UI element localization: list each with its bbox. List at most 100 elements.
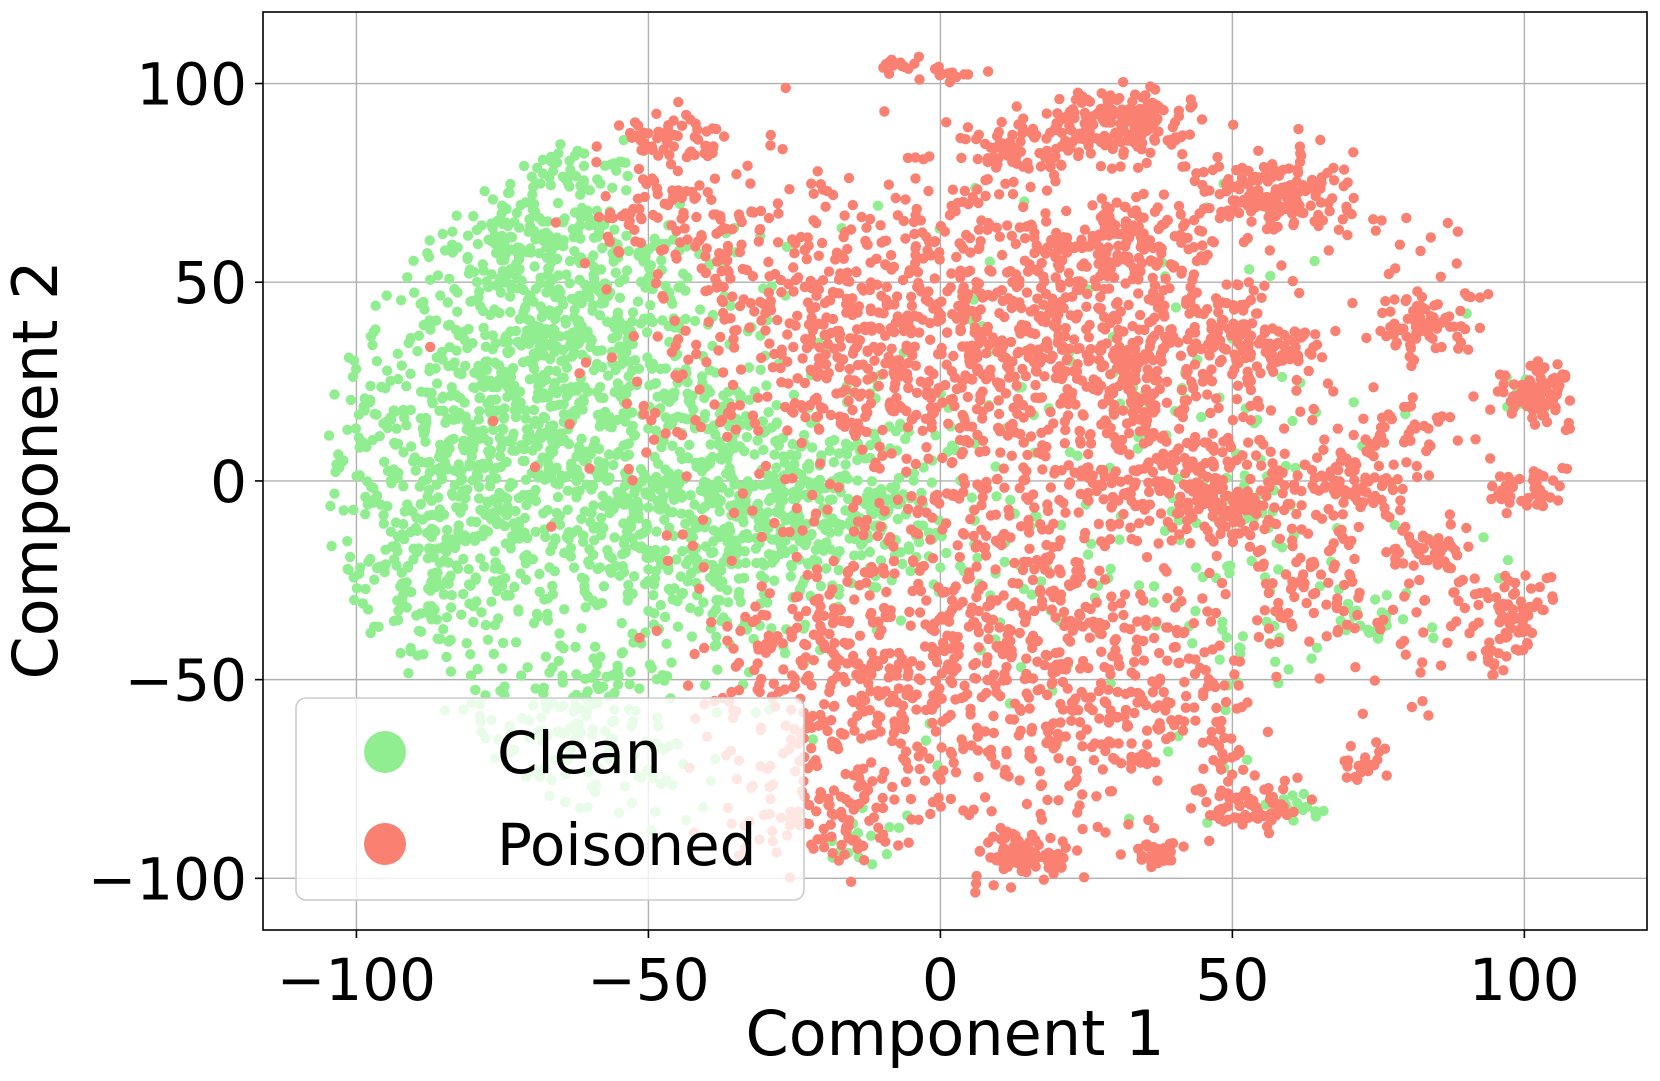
- scatter-point: [908, 556, 919, 568]
- scatter-point: [1132, 616, 1143, 627]
- scatter-point: [772, 314, 783, 326]
- scatter-point: [786, 561, 797, 572]
- scatter-point: [1081, 261, 1093, 272]
- scatter-point: [828, 457, 839, 468]
- scatter-point: [633, 247, 645, 258]
- scatter-point: [472, 663, 483, 675]
- scatter-point: [1134, 309, 1146, 321]
- scatter-point: [485, 449, 496, 460]
- scatter-point: [756, 581, 767, 592]
- scatter-point: [524, 220, 536, 231]
- scatter-point: [914, 565, 925, 576]
- scatter-point: [1101, 201, 1112, 212]
- scatter-point: [623, 579, 634, 591]
- scatter-point: [1131, 535, 1143, 547]
- scatter-point: [1322, 167, 1333, 178]
- scatter-point: [1145, 147, 1156, 158]
- scatter-point: [734, 400, 745, 411]
- scatter-point: [564, 278, 575, 289]
- scatter-point: [498, 413, 509, 424]
- scatter-point: [593, 227, 605, 238]
- scatter-point: [423, 583, 434, 594]
- scatter-point: [1264, 245, 1276, 256]
- scatter-point: [1288, 217, 1300, 228]
- scatter-point: [1129, 480, 1140, 492]
- scatter-point: [1204, 567, 1215, 579]
- scatter-point: [712, 498, 724, 509]
- scatter-point: [935, 562, 946, 573]
- scatter-point: [1073, 507, 1084, 518]
- scatter-point: [730, 424, 742, 435]
- scatter-point: [610, 499, 621, 511]
- scatter-point: [895, 615, 907, 626]
- scatter-point: [396, 567, 407, 578]
- scatter-point: [929, 699, 941, 710]
- scatter-point: [566, 386, 577, 397]
- scatter-point: [971, 312, 982, 323]
- scatter-point: [973, 642, 984, 653]
- scatter-point: [1095, 464, 1107, 476]
- scatter-point: [791, 551, 802, 563]
- scatter-point: [1278, 423, 1290, 434]
- scatter-point: [976, 692, 987, 703]
- scatter-point: [482, 634, 494, 645]
- scatter-point: [530, 495, 542, 507]
- scatter-point: [497, 637, 509, 649]
- scatter-point: [913, 673, 924, 684]
- scatter-point: [1041, 108, 1052, 119]
- scatter-point: [1478, 532, 1489, 543]
- scatter-point: [598, 458, 610, 469]
- scatter-point: [1291, 374, 1302, 386]
- scatter-point: [699, 409, 711, 420]
- scatter-point: [820, 201, 831, 212]
- scatter-point: [925, 334, 936, 345]
- scatter-point: [657, 669, 668, 681]
- scatter-point: [1025, 181, 1036, 193]
- scatter-point: [325, 500, 336, 512]
- scatter-point: [499, 403, 510, 414]
- scatter-point: [614, 343, 625, 355]
- scatter-point: [887, 781, 898, 793]
- scatter-point: [1117, 76, 1129, 88]
- scatter-point: [1054, 494, 1065, 506]
- scatter-point: [1079, 533, 1090, 544]
- scatter-point: [813, 353, 824, 364]
- scatter-point: [672, 621, 684, 632]
- scatter-point: [841, 445, 852, 456]
- scatter-point: [1138, 595, 1149, 606]
- scatter-point: [1381, 590, 1393, 601]
- scatter-point: [501, 456, 512, 468]
- scatter-point: [1237, 631, 1249, 642]
- scatter-point: [1158, 189, 1170, 200]
- scatter-point: [1102, 111, 1113, 122]
- scatter-point: [478, 377, 490, 388]
- scatter-point: [962, 122, 974, 133]
- scatter-point: [407, 456, 419, 467]
- scatter-point: [1021, 345, 1032, 356]
- scatter-point: [1087, 200, 1098, 211]
- scatter-point: [1001, 674, 1012, 686]
- scatter-point: [1100, 827, 1111, 838]
- scatter-point: [687, 540, 699, 551]
- scatter-point: [367, 434, 378, 446]
- scatter-point: [1265, 446, 1276, 457]
- scatter-point: [905, 620, 916, 631]
- scatter-point: [605, 567, 617, 578]
- scatter-point: [763, 407, 774, 418]
- scatter-point: [563, 527, 574, 538]
- scatter-point: [1113, 443, 1124, 455]
- scatter-point: [875, 521, 886, 532]
- scatter-point: [687, 531, 699, 543]
- scatter-point: [886, 448, 897, 459]
- scatter-point: [950, 581, 961, 592]
- scatter-point: [571, 475, 582, 487]
- scatter-point: [998, 463, 1009, 474]
- scatter-point: [985, 744, 997, 755]
- scatter-point: [529, 363, 540, 375]
- scatter-point: [685, 490, 696, 501]
- scatter-point: [500, 538, 512, 549]
- scatter-point: [445, 666, 457, 677]
- scatter-point: [649, 378, 660, 390]
- scatter-point: [1428, 632, 1439, 644]
- scatter-point: [1202, 606, 1213, 617]
